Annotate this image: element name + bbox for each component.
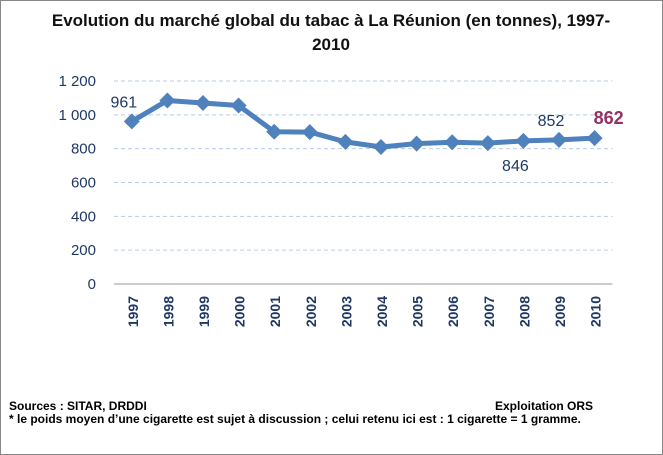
marker bbox=[123, 113, 140, 130]
marker bbox=[337, 133, 354, 150]
x-tick-label: 1998 bbox=[160, 296, 176, 327]
y-tick-label: 0 bbox=[88, 276, 96, 293]
marker bbox=[301, 124, 318, 141]
x-tick-label: 2009 bbox=[552, 296, 568, 327]
marker bbox=[408, 135, 425, 152]
marker bbox=[373, 138, 389, 155]
y-tick-label: 1 000 bbox=[58, 107, 96, 124]
marker bbox=[586, 130, 603, 147]
y-tick-label: 800 bbox=[71, 141, 96, 158]
marker bbox=[444, 134, 461, 151]
y-tick-label: 600 bbox=[71, 175, 96, 192]
x-tick-label: 1997 bbox=[125, 296, 141, 327]
x-tick-label: 2006 bbox=[445, 296, 461, 327]
x-tick-label: 2010 bbox=[588, 296, 604, 327]
x-tick-label: 2007 bbox=[481, 296, 497, 327]
y-tick-label: 200 bbox=[71, 242, 96, 259]
marker bbox=[515, 132, 532, 149]
x-tick-label: 2005 bbox=[410, 296, 426, 327]
y-tick-label: 400 bbox=[71, 208, 96, 225]
y-tick-label: 1 200 bbox=[58, 73, 96, 90]
x-tick-label: 2004 bbox=[374, 296, 390, 327]
marker bbox=[479, 135, 496, 152]
x-tick-label: 1999 bbox=[196, 296, 212, 327]
data-label: 961 bbox=[110, 94, 137, 111]
x-tick-label: 2002 bbox=[303, 296, 319, 327]
note: * le poids moyen d’une cigarette est suj… bbox=[9, 412, 581, 426]
marker bbox=[551, 131, 567, 148]
x-tick-label: 2003 bbox=[338, 296, 354, 327]
marker bbox=[266, 123, 283, 140]
x-tick-label: 2000 bbox=[232, 296, 248, 327]
x-tick-label: 2001 bbox=[267, 296, 283, 327]
marker bbox=[159, 92, 176, 109]
credit: Exploitation ORS bbox=[495, 399, 594, 413]
marker bbox=[230, 97, 247, 114]
data-label: 852 bbox=[538, 113, 565, 130]
x-tick-label: 2008 bbox=[516, 296, 532, 327]
data-label: 862 bbox=[594, 108, 624, 128]
data-label: 846 bbox=[502, 158, 529, 175]
marker bbox=[195, 94, 211, 111]
chart-title: Evolution du marché global du tabac à La… bbox=[51, 11, 611, 54]
sources: Sources : SITAR, DRDDI bbox=[9, 399, 147, 413]
